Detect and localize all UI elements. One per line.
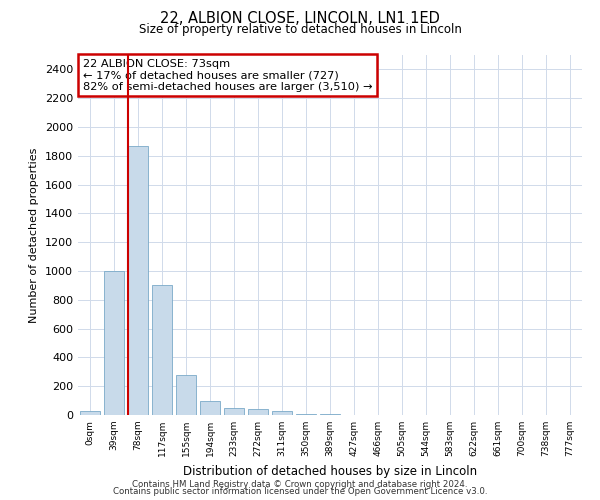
Bar <box>80 412 100 415</box>
Bar <box>104 271 124 415</box>
Bar <box>248 409 268 415</box>
Y-axis label: Number of detached properties: Number of detached properties <box>29 148 40 322</box>
Bar <box>200 402 220 415</box>
Text: 22 ALBION CLOSE: 73sqm
← 17% of detached houses are smaller (727)
82% of semi-de: 22 ALBION CLOSE: 73sqm ← 17% of detached… <box>83 58 373 92</box>
Bar <box>320 414 340 415</box>
Bar <box>128 146 148 415</box>
X-axis label: Distribution of detached houses by size in Lincoln: Distribution of detached houses by size … <box>183 464 477 477</box>
Text: Contains HM Land Registry data © Crown copyright and database right 2024.: Contains HM Land Registry data © Crown c… <box>132 480 468 489</box>
Bar <box>272 412 292 415</box>
Bar <box>224 408 244 415</box>
Text: Contains public sector information licensed under the Open Government Licence v3: Contains public sector information licen… <box>113 488 487 496</box>
Bar <box>152 286 172 415</box>
Text: Size of property relative to detached houses in Lincoln: Size of property relative to detached ho… <box>139 22 461 36</box>
Text: 22, ALBION CLOSE, LINCOLN, LN1 1ED: 22, ALBION CLOSE, LINCOLN, LN1 1ED <box>160 11 440 26</box>
Bar <box>176 374 196 415</box>
Bar <box>296 414 316 415</box>
